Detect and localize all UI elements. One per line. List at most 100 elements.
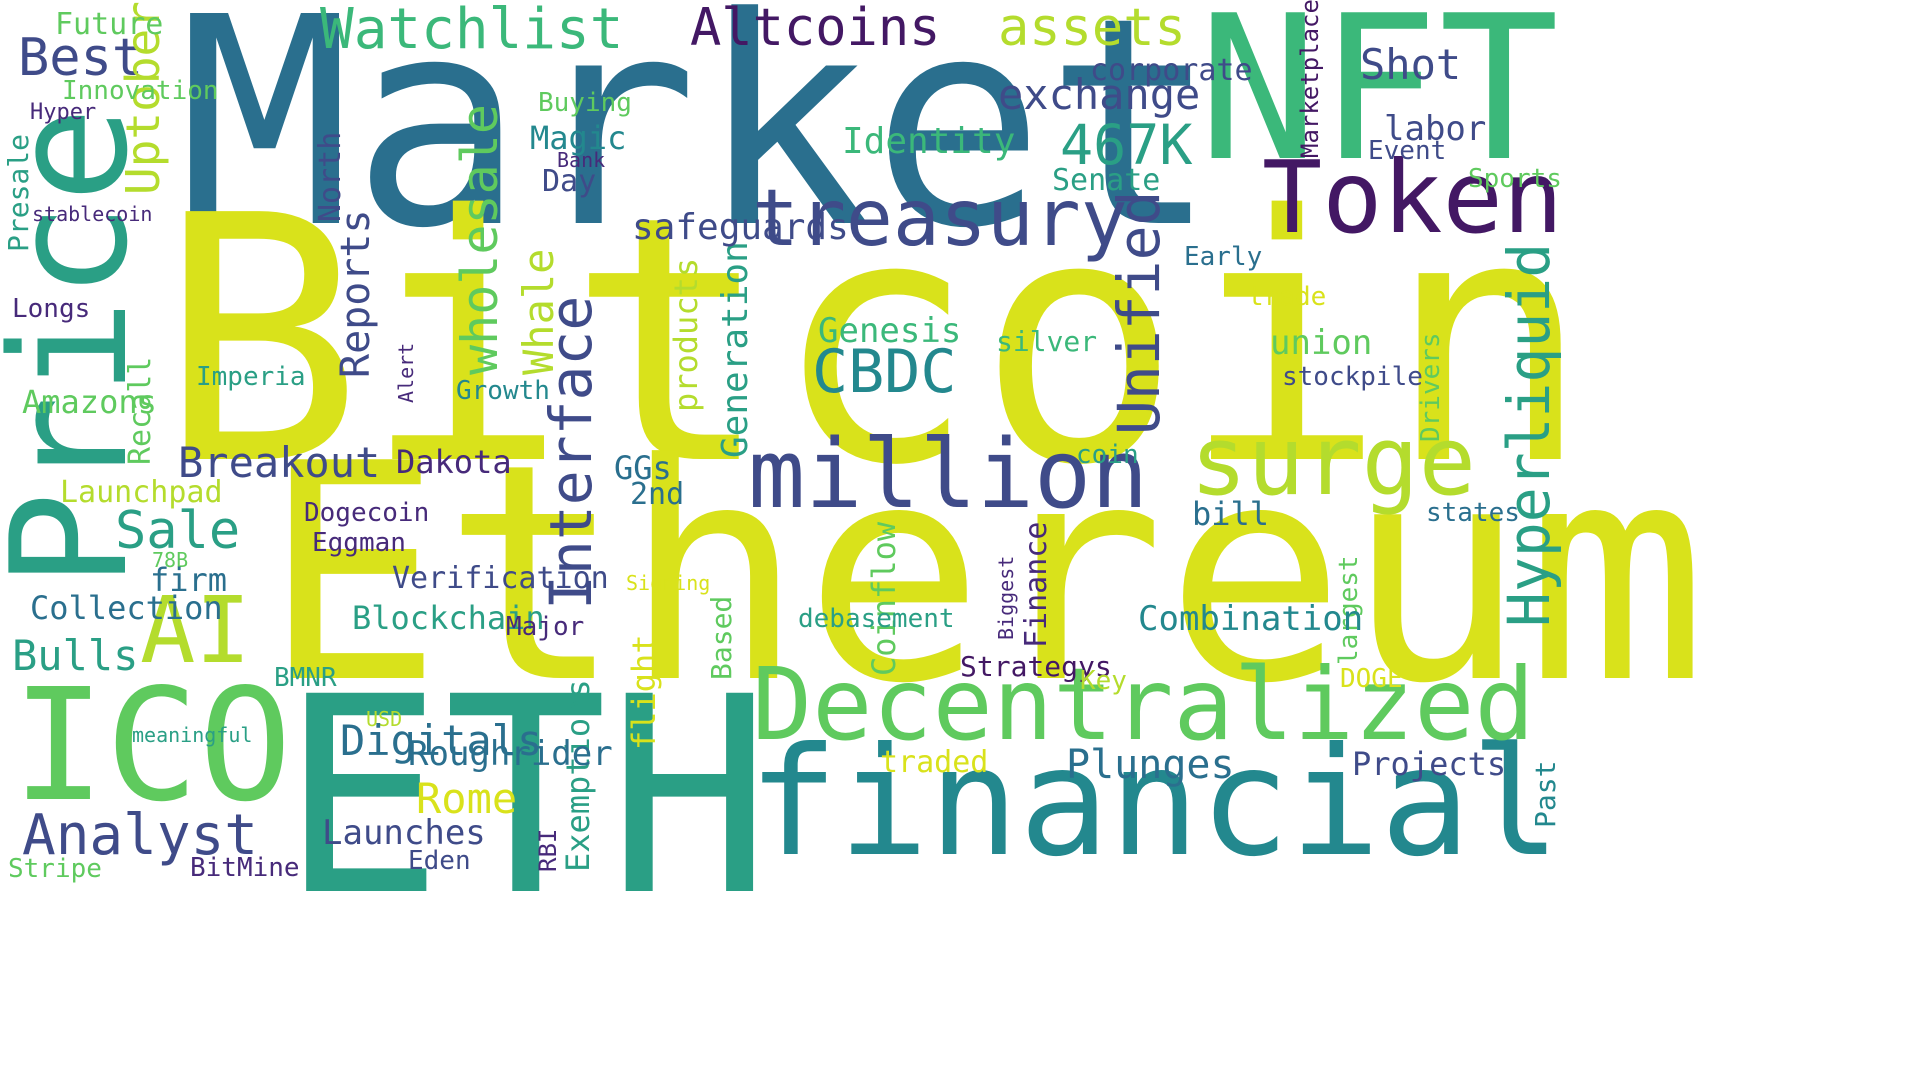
word-safeguards: stablecoin [32, 202, 153, 226]
word-major: Major [506, 612, 585, 642]
word-products: Generation [715, 241, 756, 458]
word-buying: Genesis [818, 311, 962, 351]
word-bulls: Bulls [12, 631, 139, 680]
word-longs: 2nd [630, 477, 685, 512]
word-breakout: Breakout [178, 438, 381, 487]
word-recall: Identity [842, 121, 1016, 162]
word-flight: safeguards [632, 207, 849, 248]
word-collection: Key [1080, 666, 1127, 696]
word-ggs: Verification [392, 561, 609, 596]
word-million: million [748, 420, 1149, 530]
word-eden: BitMine [190, 853, 300, 883]
word-unified: Unified [1105, 190, 1173, 435]
word-trade: GGs [614, 449, 672, 487]
word-finance: Innovation [62, 76, 219, 106]
word-projects: Launches [322, 813, 486, 853]
word-surge: surge [1190, 407, 1476, 517]
word-decentralized: Decentralized [752, 646, 1535, 763]
word-usd: Rome [416, 774, 518, 823]
word-alert: Magic [530, 119, 627, 157]
word-doge: Roughrider [408, 734, 613, 774]
word-stablecoin: Launchpad [60, 475, 223, 510]
word-eggman: Finance [1019, 521, 1054, 648]
word-treasury: treasury [752, 174, 1128, 264]
word-firm: Combination [1138, 599, 1364, 639]
word-shot: Shot [1360, 40, 1462, 89]
word-traded: Plunges [1066, 742, 1235, 788]
word-dogecoin: flight [625, 634, 663, 750]
word-ai: AI [140, 577, 251, 684]
word-best: Best [18, 28, 144, 88]
word-bitmine: Bank [557, 148, 606, 172]
word-launchpad: Based [705, 595, 738, 680]
word-2nd: Signing [626, 571, 711, 595]
word-plunges: Projects [1352, 745, 1507, 783]
word-hyper: trade [1248, 282, 1327, 312]
word-genesis: coin [1076, 440, 1139, 470]
word-exchange: exchange [998, 70, 1201, 119]
word-event: Amazons [22, 383, 157, 421]
word-78b: Biggest [994, 555, 1018, 640]
word-exemptions: Marketplace [1296, 0, 1324, 158]
word-biggest: Buying [538, 88, 632, 118]
word-financial: financial [748, 716, 1561, 890]
word-digitals: Exemptions [559, 679, 597, 872]
word-hyperliquid: Hyperliquid [1495, 242, 1563, 627]
word-meaningful: RBI [534, 828, 562, 872]
word-stripe: products [667, 257, 705, 412]
word-eth: ETH [280, 640, 772, 956]
word-magic: silver [996, 325, 1098, 358]
word-early: Dakota [396, 443, 512, 481]
word-analyst: Analyst [22, 803, 259, 868]
word-bill: debasement [798, 604, 955, 634]
word-union: states [1426, 498, 1520, 528]
word-market: Market [178, 0, 1219, 291]
word-debasement: Past [1529, 760, 1562, 828]
word-assets: assets [998, 0, 1186, 58]
word-roughrider: traded [880, 745, 989, 780]
word-amazons: 78B [152, 548, 189, 572]
word-launches: Stripe [8, 854, 102, 884]
word-corporate: Alert [394, 342, 418, 403]
word-based: Day [542, 164, 597, 199]
word-uptober: Reports [333, 209, 379, 378]
word-generation: Senate [1052, 163, 1161, 198]
word-labor: Imperia [196, 362, 306, 392]
word-stockpile: Dogecoin [304, 498, 430, 528]
word-sale: Sale [115, 501, 241, 561]
word-drivers: Whale [514, 248, 563, 375]
word-ico: ICO [12, 655, 292, 836]
word-silver: bill [1192, 495, 1270, 533]
word-bank: union [1270, 323, 1373, 363]
word-innovation: Early [1184, 242, 1263, 272]
word-cbdc: CBDC [812, 337, 957, 407]
word-combination: BMNR [274, 663, 337, 693]
word-coinflow: Presale [2, 133, 35, 252]
word-rome: Eden [408, 846, 471, 876]
word-bitcoin: Bitcoin [158, 144, 1591, 540]
word-past: Future [55, 7, 164, 42]
word-467k: 467K [1060, 113, 1193, 177]
word-imperia: Eggman [312, 528, 406, 558]
word-key: Digitals [340, 716, 543, 765]
word-day: stockpile [1282, 362, 1423, 392]
word-reports: Event [1368, 136, 1447, 166]
word-altcoins: Altcoins [690, 0, 941, 58]
word-whale: corporate [1090, 53, 1253, 88]
word-signing: Strategys [960, 650, 1112, 683]
word-wholesale: wholesale [451, 104, 509, 375]
word-token: Token [1262, 139, 1564, 256]
word-growth: firm [150, 561, 228, 599]
word-dakota: Collection [30, 589, 223, 627]
word-future: Sports [1468, 164, 1562, 194]
word-strategys: USD [366, 707, 403, 731]
word-watchlist: Watchlist [320, 0, 624, 62]
word-north: labor [1384, 109, 1487, 149]
word-nft: NFT [1198, 0, 1560, 206]
word-senate: Growth [456, 376, 550, 406]
word-bmnr: meaningful [132, 723, 253, 747]
word-blockchain: DOGE [1340, 664, 1403, 694]
word-largest: Hyper [30, 100, 97, 125]
word-states: Coinflow [865, 521, 903, 676]
